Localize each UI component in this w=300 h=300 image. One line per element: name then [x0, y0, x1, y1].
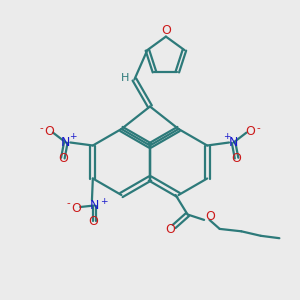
Text: +: +: [100, 196, 107, 206]
Text: O: O: [88, 214, 98, 228]
Text: O: O: [206, 210, 216, 224]
Text: O: O: [245, 124, 255, 138]
Text: -: -: [256, 123, 260, 133]
Text: -: -: [66, 198, 70, 208]
Text: N: N: [90, 199, 99, 212]
Text: N: N: [61, 136, 70, 149]
Text: O: O: [58, 152, 68, 165]
Text: H: H: [121, 73, 129, 83]
Text: O: O: [44, 124, 54, 138]
Text: O: O: [71, 202, 81, 215]
Text: +: +: [69, 132, 76, 141]
Text: -: -: [39, 123, 43, 133]
Text: +: +: [223, 132, 231, 141]
Text: N: N: [229, 136, 238, 149]
Text: O: O: [232, 152, 242, 165]
Text: O: O: [161, 23, 171, 37]
Text: O: O: [166, 223, 176, 236]
